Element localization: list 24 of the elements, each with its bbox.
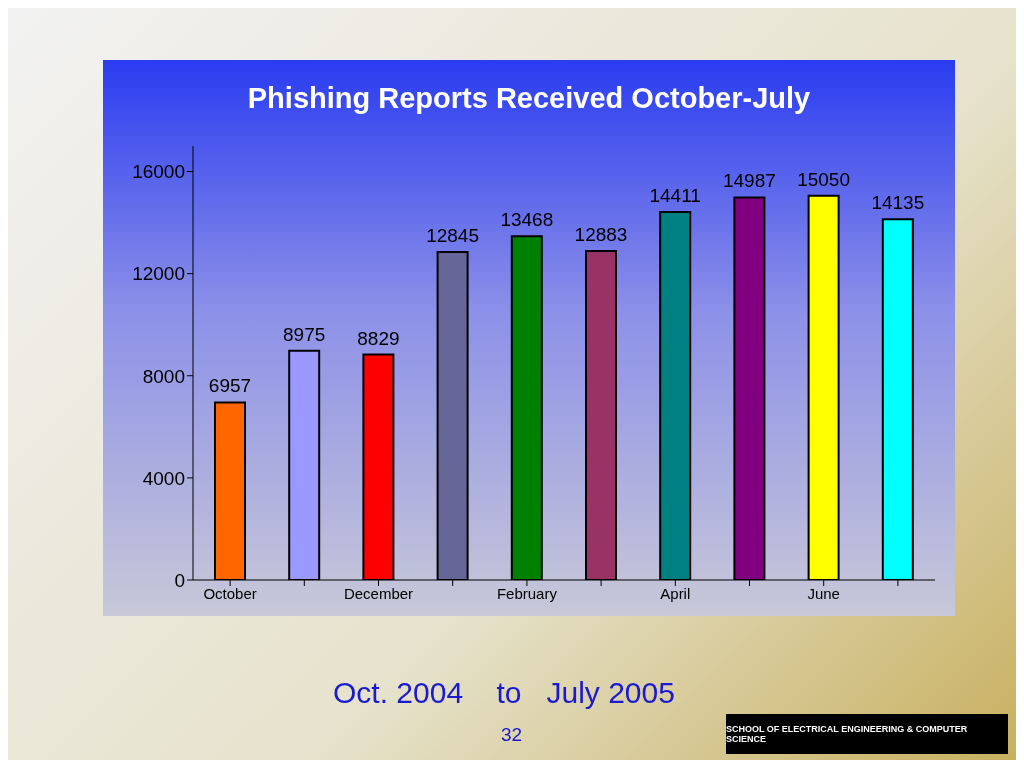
chart-title: Phishing Reports Received October-July bbox=[246, 80, 812, 116]
x-tick-label: February bbox=[496, 584, 558, 602]
data-label: 13468 bbox=[500, 209, 554, 231]
text: Oct. 2004 to July 2005 bbox=[333, 676, 675, 710]
y-tick-label: 16000 bbox=[132, 161, 185, 183]
text: 32 bbox=[501, 724, 523, 746]
data-label: 6957 bbox=[208, 375, 252, 397]
x-tick-label: October bbox=[203, 584, 257, 602]
data-label: 15050 bbox=[797, 168, 851, 190]
x-tick-label: April bbox=[660, 584, 691, 602]
data-label: 14135 bbox=[871, 192, 925, 214]
y-tick-label: 8000 bbox=[142, 365, 185, 387]
data-label: 12883 bbox=[574, 224, 628, 246]
data-label: 8829 bbox=[357, 327, 400, 349]
data-label: 12845 bbox=[426, 225, 480, 247]
text: SCHOOL OF ELECTRICAL ENGINEERING & COMPUTER SCIENCE bbox=[726, 714, 1008, 754]
y-tick-label: 12000 bbox=[132, 263, 185, 285]
data-label: 14987 bbox=[722, 170, 776, 192]
x-tick-label: June bbox=[807, 584, 840, 602]
x-tick-label: December bbox=[343, 584, 414, 602]
data-label: 8975 bbox=[283, 323, 326, 345]
data-label: 14411 bbox=[649, 185, 701, 207]
y-tick-label: 4000 bbox=[142, 467, 185, 489]
y-tick-label: 0 bbox=[174, 569, 185, 591]
